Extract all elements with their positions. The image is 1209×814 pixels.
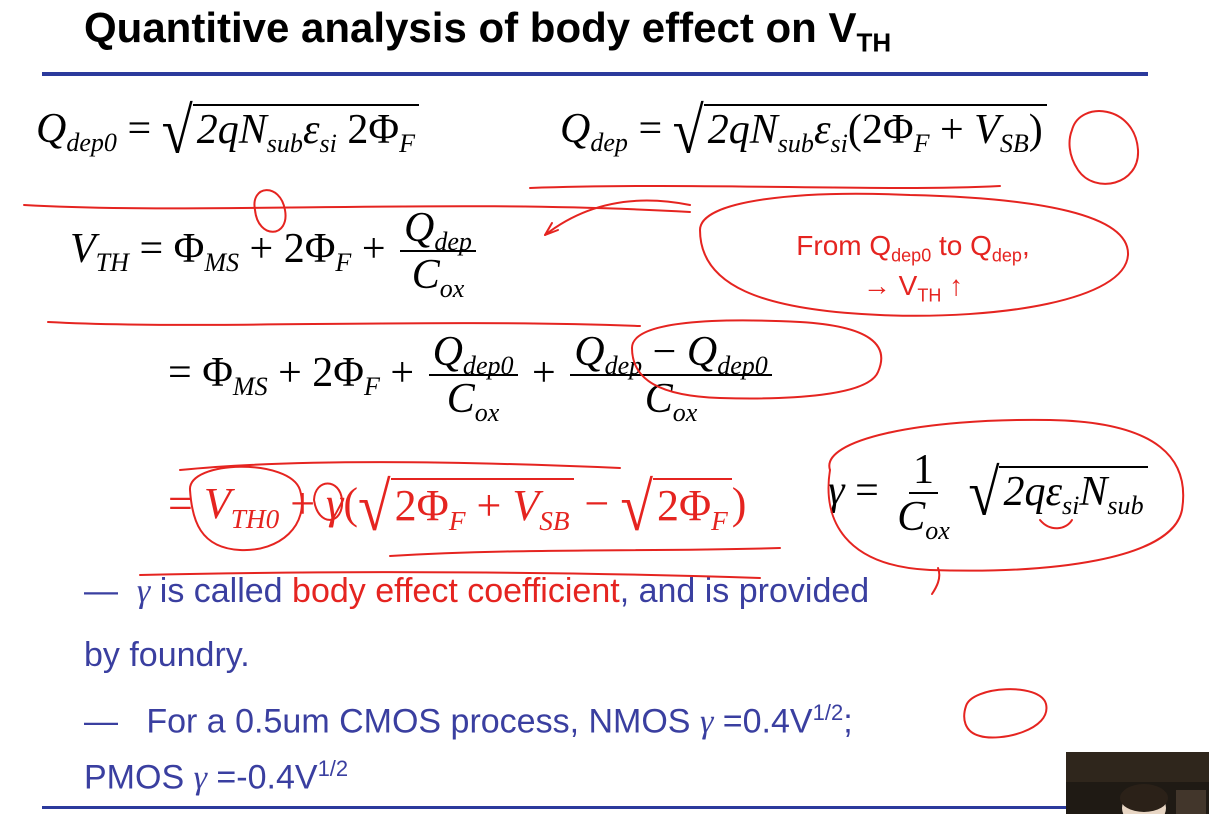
ink-underline-3 [47, 321, 641, 327]
footer-divider [42, 806, 1148, 809]
qdep-equation: Qdep = √ 2qNsubεsi(2ΦF + VSB) [560, 99, 1047, 164]
webcam-thumbnail [1066, 752, 1209, 814]
ink-underline-eps [1039, 519, 1073, 530]
qdep0-equation: Qdep0 = √ 2qNsubεsi 2ΦF [36, 99, 419, 164]
ink-arrow [544, 199, 691, 236]
bullet-2-line-2: PMOS γ =-0.4V1/2 [84, 756, 349, 797]
ink-tick [931, 567, 941, 595]
ink-circle-vsb [1068, 110, 1140, 185]
ink-ellipse-note [699, 192, 1130, 317]
slide-title: Quantitive analysis of body effect on VT… [84, 4, 892, 58]
bullet-1-line-2: by foundry. [84, 636, 250, 674]
ink-circle-phi [253, 189, 287, 233]
ink-underline-row4 [389, 547, 781, 557]
title-divider [42, 72, 1148, 76]
vth-expansion: = ΦMS + 2ΦF + Qdep0 Cox + Qdep − Qdep0 Cox [168, 330, 776, 427]
ink-underline-bullet [139, 571, 761, 579]
ink-circle-sup [963, 688, 1048, 739]
ink-circle-gamma [313, 482, 344, 521]
ink-underline-1 [23, 204, 691, 213]
annotation-note: From Qdep0 to Qdep, → VTH ↑ [796, 230, 1030, 306]
ink-arrow-head [544, 222, 559, 236]
ink-scribble-row4 [179, 461, 621, 471]
ink-ellipse-term [631, 319, 883, 400]
ink-circle-vth0 [188, 465, 303, 552]
vth-equation: VTH = ΦMS + 2ΦF + Qdep Cox [70, 206, 480, 303]
ink-ellipse-gamma [827, 418, 1185, 572]
ink-underline-2 [529, 185, 1001, 189]
bullet-2-line-1: — For a 0.5um CMOS process, NMOS γ =0.4V… [84, 700, 853, 741]
